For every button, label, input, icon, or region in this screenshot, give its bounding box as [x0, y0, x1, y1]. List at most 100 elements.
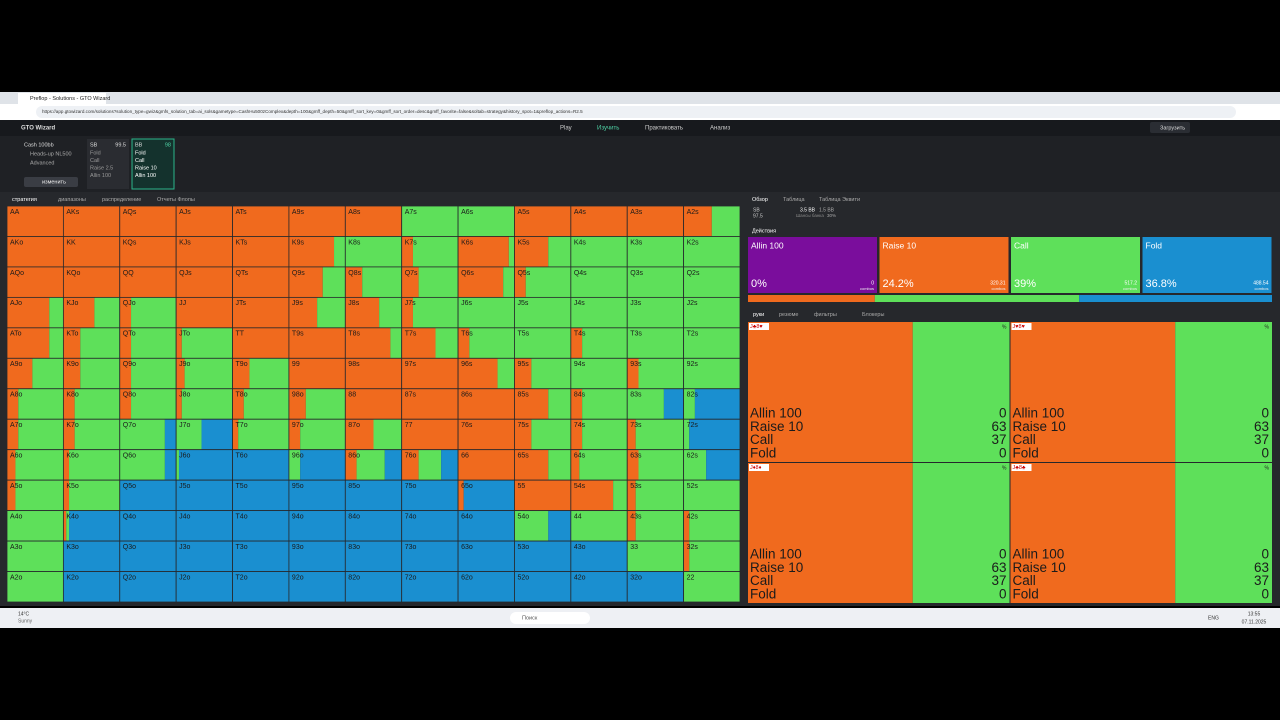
row-value: 63 [1254, 419, 1269, 434]
raise-segment [570, 327, 583, 359]
browser-tab[interactable] [18, 93, 106, 104]
hand-label: T4s [574, 331, 586, 338]
fold-segment [458, 541, 515, 572]
raise-segment [345, 388, 402, 420]
action-combos: 320.31 [990, 280, 1006, 286]
call-segment [300, 419, 346, 450]
search-box[interactable] [510, 612, 590, 624]
hand-label: K3s [630, 239, 643, 246]
hand-label: 98o [292, 392, 304, 399]
raise-segment [232, 266, 289, 298]
hand-label: AQo [10, 270, 24, 277]
grid-tab: стратегия [12, 197, 37, 203]
cell-border[interactable] [683, 571, 741, 603]
raise-segment [514, 236, 549, 267]
raise-segment [514, 419, 532, 450]
raise-segment [176, 297, 233, 328]
hand-label: T6s [461, 331, 473, 338]
raise-segment [7, 388, 19, 420]
call-segment [514, 510, 549, 542]
action-pct: 24.2% [883, 278, 914, 290]
hand-label: 76s [461, 422, 473, 429]
position-box[interactable] [131, 138, 175, 190]
raise-segment [401, 388, 459, 420]
fold-segment [63, 541, 120, 572]
overview-tab: Таблица [783, 197, 806, 203]
taskbar [0, 608, 1280, 628]
call-segment [508, 236, 515, 267]
hand-label: T4o [236, 513, 248, 520]
action-box[interactable] [1142, 237, 1272, 293]
raise-segment [63, 419, 75, 450]
hand-label: 62s [687, 453, 699, 460]
fold-segment [176, 571, 233, 602]
fold-segment [232, 541, 289, 572]
ov-call: 1.5 BB [819, 207, 835, 213]
action-box[interactable] [1011, 237, 1140, 293]
hand-label: 94o [292, 513, 304, 520]
hand-label: J5o [179, 483, 190, 490]
url-box[interactable] [36, 106, 1236, 118]
call-segment [683, 419, 690, 450]
hand-label: 65s [517, 453, 529, 460]
hand-label: Q8s [348, 270, 361, 277]
raise-segment [288, 358, 346, 389]
raise-segment [7, 449, 16, 481]
fold-segment [401, 571, 459, 602]
call-segment [7, 510, 64, 542]
raise-segment [288, 297, 318, 328]
raise-segment [232, 358, 250, 389]
change-button[interactable] [24, 177, 78, 187]
raise-segment [458, 236, 509, 267]
weather-text: Sunny [18, 618, 33, 624]
call-segment [18, 419, 64, 450]
hand-label: T9s [292, 331, 304, 338]
raise-segment [570, 206, 628, 237]
fold-segment [232, 480, 289, 511]
raise-segment [345, 449, 357, 481]
call-segment [373, 419, 402, 450]
call-segment [548, 236, 571, 267]
hand-label: J6o [179, 453, 190, 460]
raise-segment [176, 206, 233, 237]
hand-label: 72s [687, 422, 699, 429]
call-segment [570, 297, 628, 328]
hand-label: 83o [348, 544, 360, 551]
setup-format: Heads-up NL500 [30, 151, 72, 157]
hand-label: T3s [630, 331, 642, 338]
hand-label: 92o [292, 574, 304, 581]
raise-segment [683, 510, 690, 542]
action-box[interactable] [879, 237, 1009, 293]
action-box[interactable] [748, 237, 877, 293]
call-segment [683, 236, 740, 267]
fold-segment [441, 449, 459, 481]
call-segment [570, 510, 628, 542]
hand-label: K3o [66, 544, 79, 551]
hand-label: 85o [348, 483, 360, 490]
raise-segment [345, 419, 374, 450]
fold-segment [288, 541, 346, 572]
hand-label: 53s [630, 483, 642, 490]
call-segment [390, 327, 402, 359]
hand-label: 95s [517, 361, 529, 368]
hand-label: Q4o [123, 513, 136, 520]
fold-segment [401, 480, 459, 511]
call-segment [638, 358, 684, 389]
hand-label: K7o [66, 422, 79, 429]
hand-label: 83s [630, 392, 642, 399]
hand-label: TT [236, 331, 245, 338]
action-combos: 488.54 [1253, 280, 1269, 286]
upload-button[interactable] [1150, 122, 1190, 133]
raise-segment [119, 297, 132, 328]
unit: % [1002, 324, 1007, 330]
hand-label: K9s [292, 239, 305, 246]
raise-segment [7, 297, 50, 328]
call-segment [356, 449, 385, 481]
call-segment [514, 297, 571, 328]
position-box[interactable] [87, 139, 129, 189]
position-action: Fold [135, 150, 146, 156]
raise-segment [176, 327, 182, 359]
hand-label: 85s [517, 392, 529, 399]
row-value: 63 [991, 419, 1006, 434]
